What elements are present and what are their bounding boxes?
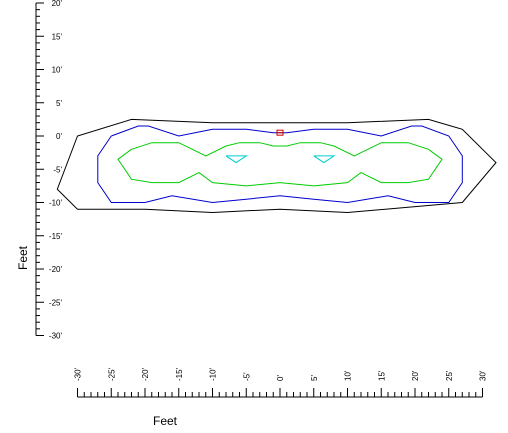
x-tick-label: -25' xyxy=(107,367,116,381)
x-tick-label: 5' xyxy=(310,375,319,381)
contour-line xyxy=(97,125,463,204)
x-tick-label: 0' xyxy=(276,375,285,381)
y-ticks: 20' 15' 10' 5' 0' -5' -10' -15' -20' -25' -30' xyxy=(36,0,62,341)
x-tick-label: 20' xyxy=(411,370,420,381)
y-tick-label: -5' xyxy=(53,165,62,174)
y-tick-label: -10' xyxy=(49,199,63,208)
x-axis: -30' -25' -20' -15' -10' -5' 0' 5' 10' 15' 20' 25' 3… xyxy=(74,367,488,428)
x-ticks: -30' -25' -20' -15' -10' -5' 0' 5' 10' 15' 20' 25' 3… xyxy=(74,367,488,397)
x-tick-label: -10' xyxy=(209,367,218,381)
y-tick-label: 20' xyxy=(52,0,63,8)
x-tick-label: -20' xyxy=(141,367,150,381)
marker-layer xyxy=(276,129,284,136)
contour-lines xyxy=(56,118,497,214)
x-tick-label: 25' xyxy=(445,370,454,381)
y-tick-label: -25' xyxy=(49,298,63,307)
y-axis: 20' 15' 10' 5' 0' -5' -10' -15' -20' -25' -30' Fee… xyxy=(16,0,62,341)
y-tick-label: -30' xyxy=(49,332,63,341)
x-tick-label: -5' xyxy=(242,372,251,381)
y-tick-label: 0' xyxy=(56,132,62,141)
x-tick-label: -15' xyxy=(175,367,184,381)
y-tick-label: 10' xyxy=(52,66,63,75)
x-tick-label: 15' xyxy=(377,370,386,381)
y-tick-label: 5' xyxy=(56,99,62,108)
x-tick-label: -30' xyxy=(74,367,83,381)
x-axis-title: Feet xyxy=(153,414,178,428)
contour-line xyxy=(56,118,497,214)
x-tick-label: 30' xyxy=(479,370,488,381)
contour-line xyxy=(117,142,443,187)
y-tick-label: 15' xyxy=(52,32,63,41)
y-axis-title: Feet xyxy=(16,245,30,270)
x-tick-label: 10' xyxy=(344,370,353,381)
contour-line xyxy=(313,155,336,164)
contour-line xyxy=(225,155,248,164)
y-tick-label: -20' xyxy=(49,265,63,274)
y-tick-label: -15' xyxy=(49,232,63,241)
